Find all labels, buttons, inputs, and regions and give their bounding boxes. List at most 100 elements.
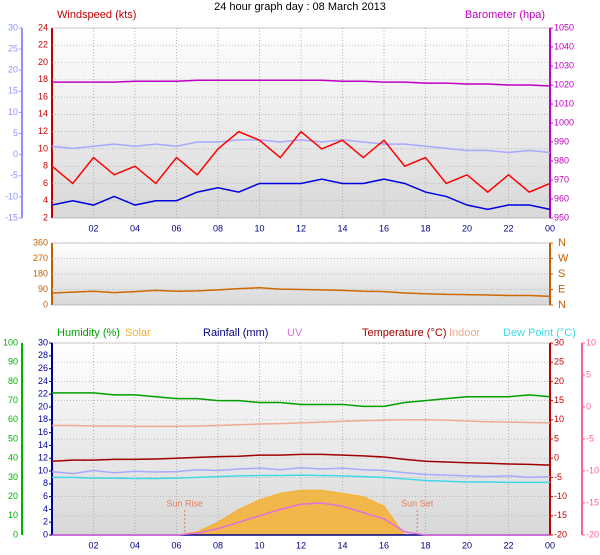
x-tick-label: 06 — [171, 540, 181, 550]
y3-tick-label: 15 — [8, 86, 18, 96]
y4-tick-label: -20 — [586, 529, 599, 539]
y2-tick-label: 1030 — [554, 60, 574, 70]
y3-tick-label: 8 — [43, 478, 48, 488]
x-tick-label: 08 — [213, 223, 223, 233]
x-tick-label: 20 — [462, 223, 472, 233]
y2-tick-label: N — [558, 299, 566, 311]
y-tick-label: 70 — [8, 395, 18, 405]
y4-tick-label: -5 — [586, 433, 594, 443]
y2-tick-label: 10 — [554, 414, 564, 424]
legend-entry: UV — [287, 327, 303, 339]
y2-tick-label: 1020 — [554, 79, 574, 89]
y-tick-label: 12 — [38, 126, 48, 136]
y2-tick-label: 20 — [554, 376, 564, 386]
y2-tick-label: 950 — [554, 212, 569, 222]
y3-tick-label: -15 — [5, 212, 18, 222]
y3-tick-label: 12 — [38, 453, 48, 463]
y-axis-label: Windspeed (kts) — [57, 9, 136, 21]
y4-tick-label: 0 — [586, 401, 591, 411]
y3-tick-label: -10 — [5, 191, 18, 201]
y3-tick-label: 14 — [38, 440, 48, 450]
y-tick-label: 24 — [38, 22, 48, 32]
y4-tick-label: -10 — [586, 465, 599, 475]
y-tick-label: 20 — [38, 57, 48, 67]
y2-tick-label: 970 — [554, 174, 569, 184]
x-tick-label: 14 — [337, 540, 347, 550]
legend-entry: Solar — [125, 327, 151, 339]
legend-entry: Temperature (°C) — [362, 327, 446, 339]
series-line — [52, 79, 551, 87]
y2-tick-label: 15 — [554, 395, 564, 405]
y3-tick-label: 4 — [43, 504, 48, 514]
x-tick-label: 08 — [213, 540, 223, 550]
y-tick-label: 180 — [33, 268, 48, 278]
x-tick-label: 02 — [88, 223, 98, 233]
y2-tick-label: W — [558, 252, 569, 264]
x-tick-label: 04 — [130, 223, 140, 233]
y-tick-label: 360 — [33, 237, 48, 247]
x-tick-label: 18 — [420, 223, 430, 233]
x-tick-label: 02 — [88, 540, 98, 550]
annotation-text: Sun Rise — [167, 498, 204, 508]
y-tick-label: 4 — [43, 195, 48, 205]
plot-background — [51, 27, 551, 219]
y-tick-label: 10 — [38, 143, 48, 153]
series-line — [51, 467, 551, 479]
legend-entry: Rainfall (mm) — [203, 327, 268, 339]
y-tick-label: 90 — [8, 357, 18, 367]
y3-tick-label: 18 — [38, 414, 48, 424]
y4-tick-label: 10 — [586, 337, 596, 347]
y3-tick-label: 16 — [38, 427, 48, 437]
series-line — [51, 139, 551, 154]
y-tick-label: 16 — [38, 91, 48, 101]
y3-tick-label: 22 — [38, 389, 48, 399]
y2-tick-label: -5 — [554, 472, 562, 482]
y3-tick-label: 30 — [8, 22, 18, 32]
y-tick-label: 270 — [33, 253, 48, 263]
y2-axis-label: Barometer (hpa) — [465, 9, 545, 21]
x-tick-label: 00 — [545, 223, 555, 233]
series-line — [51, 178, 551, 211]
x-tick-label: 18 — [420, 540, 430, 550]
y3-tick-label: 2 — [43, 517, 48, 527]
y4-tick-label: 5 — [586, 369, 591, 379]
y3-tick-label: 6 — [43, 491, 48, 501]
y-tick-label: 22 — [38, 40, 48, 50]
chart-title: 24 hour graph day : 08 March 2013 — [214, 1, 386, 13]
x-tick-label: 12 — [296, 540, 306, 550]
x-tick-label: 04 — [130, 540, 140, 550]
y2-tick-label: -20 — [554, 529, 567, 539]
y2-tick-label: N — [558, 237, 566, 249]
x-tick-label: 16 — [379, 223, 389, 233]
x-tick-label: 22 — [503, 223, 513, 233]
y2-tick-label: 1040 — [554, 41, 574, 51]
y3-tick-label: 0 — [43, 529, 48, 539]
y-tick-label: 90 — [38, 284, 48, 294]
y-tick-label: 8 — [43, 161, 48, 171]
y2-tick-label: 0 — [554, 453, 559, 463]
y3-tick-label: 20 — [38, 401, 48, 411]
y2-tick-label: -10 — [554, 491, 567, 501]
series-line — [51, 453, 551, 466]
y2-tick-label: 1050 — [554, 22, 574, 32]
y2-tick-label: 5 — [554, 433, 559, 443]
x-tick-label: 20 — [462, 540, 472, 550]
y3-tick-label: 25 — [8, 43, 18, 53]
series-line — [52, 474, 550, 484]
y-tick-label: 100 — [3, 337, 18, 347]
y2-tick-label: 1010 — [554, 98, 574, 108]
y-tick-label: 2 — [43, 212, 48, 222]
y-tick-label: 40 — [8, 453, 18, 463]
series-line — [52, 419, 551, 428]
y2-tick-label: S — [558, 268, 565, 280]
legend-entry: Dew Point (°C) — [503, 327, 576, 339]
series-line — [52, 392, 551, 408]
y3-tick-label: 28 — [38, 350, 48, 360]
y3-tick-label: 10 — [8, 107, 18, 117]
y4-tick-label: -15 — [586, 497, 599, 507]
series-line — [51, 130, 551, 194]
x-tick-label: 14 — [337, 223, 347, 233]
y-tick-label: 30 — [8, 472, 18, 482]
y-tick-label: 0 — [43, 299, 48, 309]
